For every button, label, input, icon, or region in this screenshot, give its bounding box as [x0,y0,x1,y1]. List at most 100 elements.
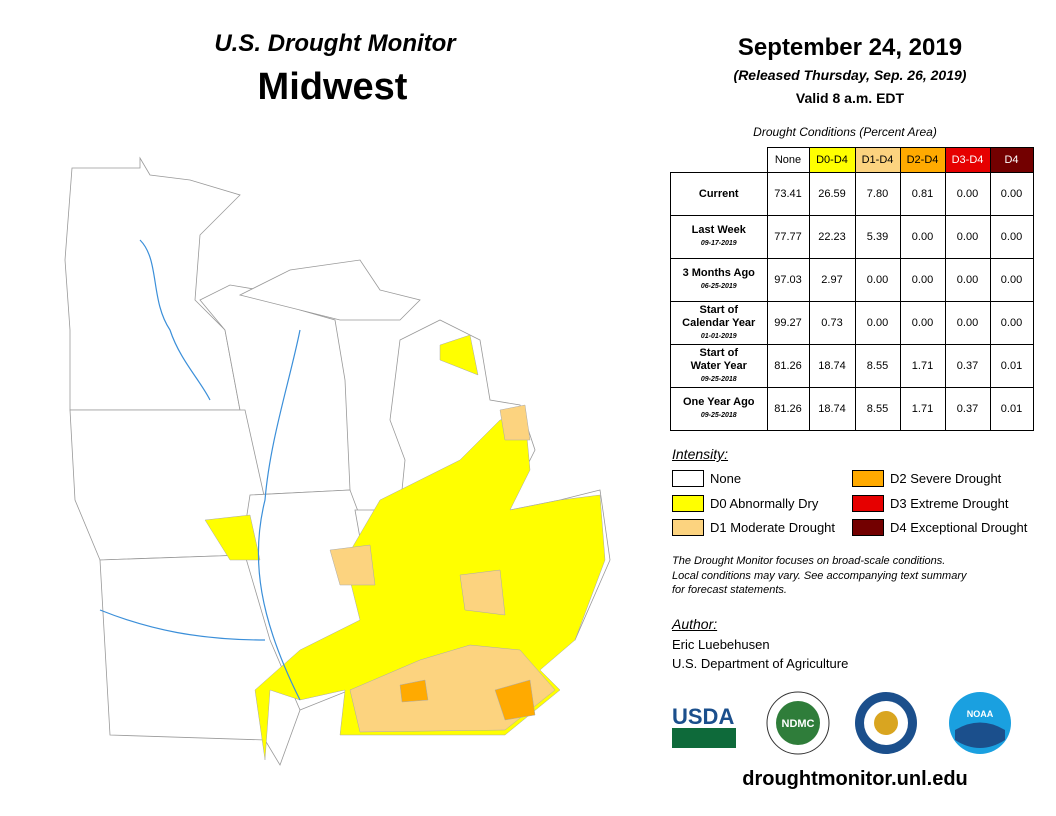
row: Last Week 09-17-2019 77.77 22.23 5.39 0.00 0.0… [670,215,1034,259]
legend-swatch [672,495,704,512]
cell: 22.23 [808,215,856,259]
d2-area [399,679,429,703]
column-header: D4 [989,147,1034,173]
legend-label: D3 Extreme Drought [890,496,1009,511]
legend-swatch [672,470,704,487]
cell: 5.39 [854,215,901,259]
cell: 81.26 [766,344,810,388]
row-date: 09-17-2019 [700,240,737,247]
legend-swatch [852,519,884,536]
cell: 0.01 [989,387,1034,431]
cell: 0.00 [944,172,991,216]
table-caption: Drought Conditions (Percent Area) [753,125,937,139]
d1-area [499,404,531,441]
cell: 0.00 [989,301,1034,345]
row-date: 09-25-2018 [700,375,737,383]
d2-area [494,679,536,721]
title: U.S. Drought Monitor [214,30,456,57]
legend-swatch [852,470,884,487]
cell: 97.03 [766,258,810,302]
row: One Year Ago 09-25-2018 81.26 18.74 8.55 1.71… [670,387,1034,431]
cell: 1.71 [899,387,946,431]
cell: 2.97 [808,258,856,302]
row-label: One Year Ago 09-25-2018 [670,387,768,431]
row-date: 06-25-2019 [700,283,737,290]
region: Midwest [257,66,408,108]
row-label-line: 3 Months Ago [682,267,755,279]
row-label: 3 Months Ago 06-25-2019 [670,258,768,302]
d1-area [459,569,506,616]
row-label-line: Current [698,187,739,200]
cell: 7.80 [854,172,901,216]
cell: 0.00 [944,215,991,259]
legend-label: D4 Exceptional Drought [890,520,1028,535]
river [99,609,266,641]
column-header: D0-D4 [808,147,856,173]
note: The Drought Monitor focuses on broad-sca… [672,554,966,598]
valid: Valid 8 a.m. EDT [795,90,905,106]
doc-logo [855,692,917,754]
row: Start of Calendar Year 01-01-2019 99.27 0.73… [670,301,1034,345]
cell: 26.59 [808,172,856,216]
author-org: U.S. Department of Agriculture [672,656,849,671]
cell: 0.00 [854,258,901,302]
column-header: None [766,147,810,173]
row-label-line: Start of [699,346,739,359]
cell: 73.41 [766,172,810,216]
header-row: None D0-D4 D1-D4 D2-D4 D3-D4 D4 [671,147,1034,173]
state [199,284,351,496]
row-label: Start of Calendar Year 01-01-2019 [670,301,768,345]
d0-area [439,334,479,376]
legend-swatch [852,495,884,512]
cell: 0.37 [944,344,991,388]
cell: 0.81 [899,172,946,216]
row: Start of Water Year 09-25-2018 81.26 18.74 8.… [670,344,1034,388]
cell: 0.00 [944,258,991,302]
cell: 0.00 [944,301,991,345]
date: September 24, 2019 [737,34,963,61]
state [64,156,241,411]
legend-label: D2 Severe Drought [890,471,1002,486]
cell: 8.55 [854,387,901,431]
row-date: 01-01-2019 [700,332,737,340]
cell: 77.77 [766,215,810,259]
d1-area [329,544,376,586]
d0-area [204,514,261,561]
row-date: 09-25-2018 [700,412,737,419]
corner [671,148,768,173]
row: Current 73.41 26.59 7.80 0.81 0.00 0.00 [670,172,1034,216]
row: 3 Months Ago 06-25-2019 97.03 2.97 0.00 0.00 0… [670,258,1034,302]
cell: 99.27 [766,301,810,345]
river [257,329,301,701]
legend-title: Intensity: [672,446,729,462]
row-label-line: Water Year [690,359,747,372]
row-label: Start of Water Year 09-25-2018 [670,344,768,388]
note-line: for forecast statements. [672,584,787,596]
column-header: D1-D4 [854,147,901,173]
legend-swatch [672,519,704,536]
note-line: Local conditions may vary. See accompany… [672,569,967,582]
cell: 0.00 [989,172,1034,216]
noaa-logo: NOAA [949,692,1011,754]
column-header: D2-D4 [899,147,946,173]
row-label: Last Week 09-17-2019 [670,215,768,259]
cell: 0.00 [854,301,901,345]
cell: 18.74 [808,387,856,431]
row-label: Current [670,172,768,216]
usda-logo: USDA [672,704,735,729]
legend-label: None [710,471,742,486]
row-label-line: Start of [699,303,739,316]
cell: 0.01 [989,344,1034,388]
row-label-line: Calendar Year [682,316,756,329]
state [99,554,301,766]
state [238,259,421,321]
cell: 0.73 [808,301,856,345]
conditions-table: None D0-D4 D1-D4 D2-D4 D3-D4 D4 Current 73.41 26… [670,147,1034,431]
river [139,239,211,401]
author-title: Author: [672,616,718,632]
usda-bar [672,728,736,748]
map [64,156,611,766]
released: (Released Thursday, Sep. 26, 2019) [733,67,967,83]
noaa-text: NOAA [967,709,994,719]
